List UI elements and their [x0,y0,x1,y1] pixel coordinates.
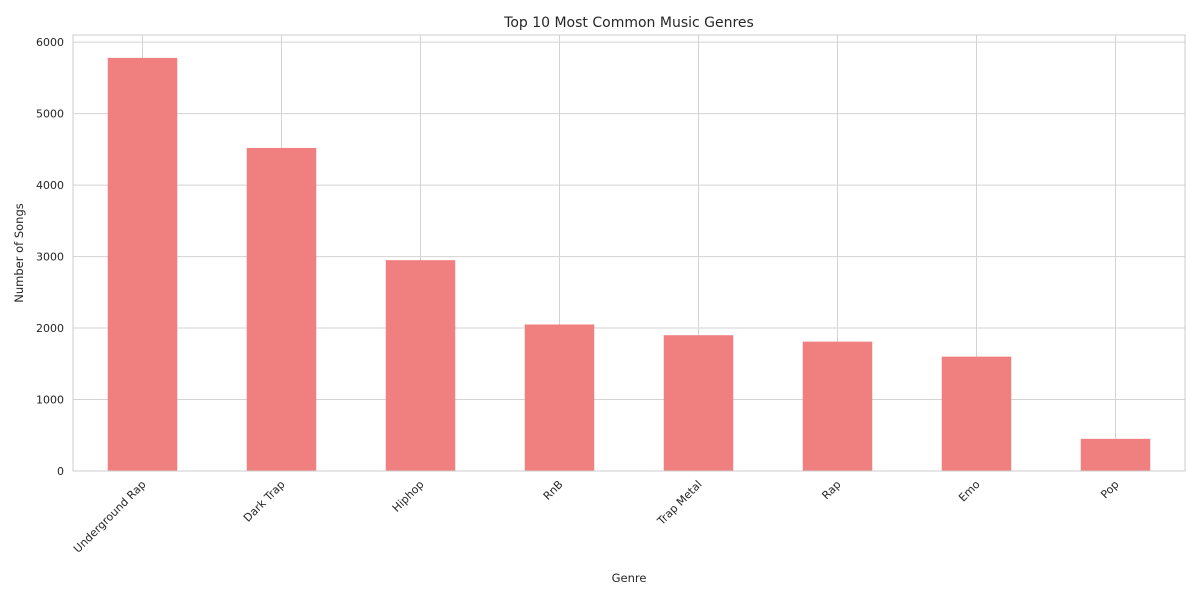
y-tick-label: 4000 [36,179,64,192]
x-tick-label: Underground Rap [71,478,149,556]
chart-title: Top 10 Most Common Music Genres [503,15,754,31]
bar [524,324,595,471]
grid-lines [73,35,1185,472]
y-tick-label: 3000 [36,251,64,264]
x-tick-label: RnB [541,478,566,503]
x-tick-labels: Underground Rap Dark Trap Hiphop RnB Trap Me… [71,478,1122,556]
axes-spine [72,34,1186,472]
y-tick-label: 6000 [36,36,64,49]
y-tick-label: 5000 [36,108,64,121]
bar [385,260,456,471]
y-tick-label: 1000 [36,394,64,407]
bar [663,335,734,471]
y-tick-label: 2000 [36,322,64,335]
x-tick-label: Pop [1098,478,1121,501]
x-axis-label: Genre [612,571,647,585]
bars [107,57,1151,471]
bar [802,341,873,471]
x-tick-label: Dark Trap [241,478,288,525]
x-tick-label: Hiphop [390,478,427,515]
axes-frame [72,34,1186,472]
x-tick-label: Rap [819,478,843,502]
x-tick-label: Emo [956,478,983,505]
y-axis-label: Number of Songs [12,203,26,303]
bar [1080,438,1151,471]
y-tick-labels: 0 1000 2000 3000 4000 5000 6000 [36,36,64,478]
x-tick-label: Trap Metal [654,478,704,528]
bar [941,356,1012,471]
bar [107,57,178,471]
bar [246,147,317,471]
y-tick-label: 0 [57,465,64,478]
